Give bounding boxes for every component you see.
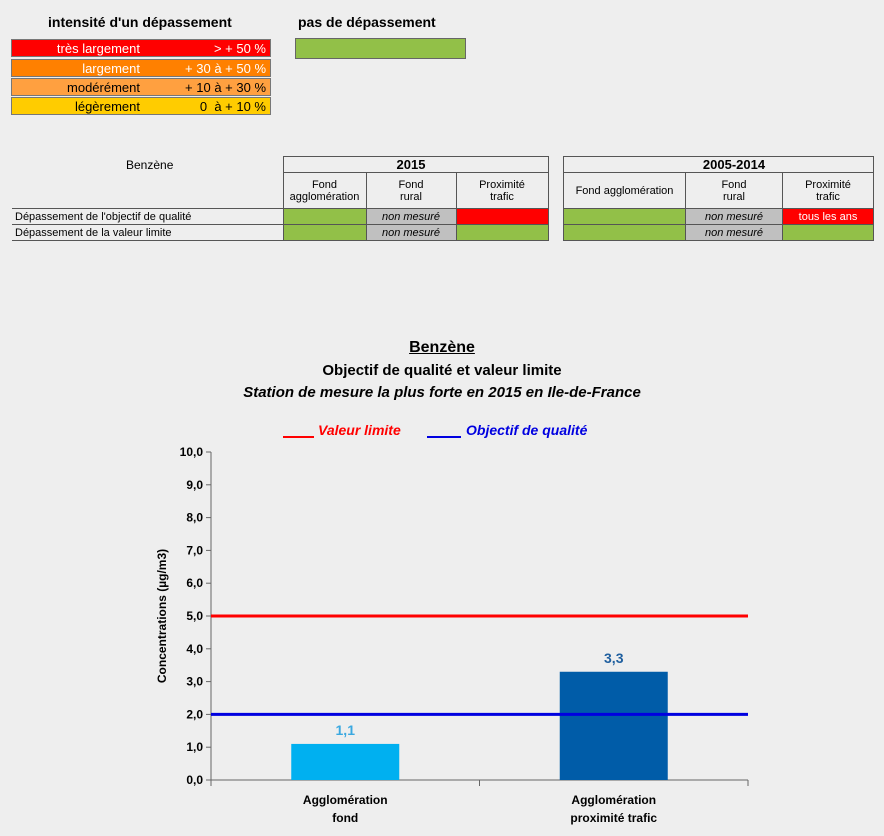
table-pollutant-label: Benzène — [126, 158, 174, 172]
col-prox-trafic: Proximité trafic — [455, 172, 549, 209]
legend-level-range: 0 à + 10 % — [199, 99, 266, 114]
year-2005-2014-header: 2005-2014 — [685, 156, 783, 173]
col-prox-trafic: Proximité trafic — [782, 172, 874, 209]
y-tick-label: 0,0 — [186, 773, 203, 787]
legend-quality-objective-label: Objectif de qualité — [466, 422, 588, 438]
bar-value-label: 1,1 — [336, 722, 356, 738]
cell-green — [563, 208, 686, 225]
table-2005-2014: 2005-2014 Fond agglomération Fond rural P… — [563, 156, 874, 241]
legend-level-label: modérément — [67, 80, 140, 95]
col-fond-agglo: Fond agglomération — [282, 172, 367, 209]
chart-subtitle-2: Station de mesure la plus forte en 2015 … — [243, 384, 641, 401]
bar — [559, 671, 668, 780]
table-2015: 2015 Fond agglomération Fond rural Proximi… — [12, 156, 549, 241]
cell-green — [455, 224, 549, 241]
cell-green — [282, 224, 367, 241]
x-category-label: proximité trafic — [570, 811, 657, 825]
legend-level-very-high: très largement > + 50 % — [11, 39, 271, 57]
y-tick-label: 7,0 — [186, 543, 203, 557]
y-tick-label: 2,0 — [186, 707, 203, 721]
legend-level-range: + 10 à + 30 % — [185, 80, 266, 95]
legend-level-high: largement + 30 à + 50 % — [11, 59, 271, 77]
legend-no-exceed-swatch — [295, 38, 466, 59]
chart-title: Benzène — [409, 339, 475, 356]
y-tick-label: 4,0 — [186, 642, 203, 656]
bar-value-label: 3,3 — [604, 650, 624, 666]
x-category-label: Agglomération — [571, 793, 656, 807]
y-tick-label: 6,0 — [186, 576, 203, 590]
cell-not-measured: non mesuré — [685, 224, 783, 241]
benzene-chart: Valeur limite Objectif de qualité Concen… — [155, 422, 749, 825]
bar — [291, 743, 400, 780]
cell-green — [782, 224, 874, 241]
row-limit-value-label: Dépassement de la valeur limite — [12, 224, 284, 241]
cell-green — [563, 224, 686, 241]
legend-level-slight: légèrement 0 à + 10 % — [11, 97, 271, 115]
row-quality-objective-label: Dépassement de l'objectif de qualité — [12, 208, 284, 225]
intensity-legend-title: intensité d'un dépassement — [48, 14, 232, 30]
y-tick-label: 8,0 — [186, 511, 203, 525]
col-fond-rural: Fond rural — [365, 172, 457, 209]
col-fond-rural: Fond rural — [685, 172, 783, 209]
year-2015-header: 2015 — [366, 156, 456, 173]
col-fond-agglo: Fond agglomération — [563, 172, 686, 209]
legend-level-moderate: modérément + 10 à + 30 % — [11, 78, 271, 96]
cell-not-measured: non mesuré — [365, 224, 457, 241]
y-axis-label: Concentrations (µg/m3) — [155, 549, 169, 683]
cell-green — [282, 208, 367, 225]
cell-not-measured: non mesuré — [685, 208, 783, 225]
cell-red — [455, 208, 549, 225]
y-tick-label: 10,0 — [180, 445, 204, 459]
legend-limit-value-label: Valeur limite — [318, 422, 401, 438]
legend-level-label: très largement — [56, 41, 140, 56]
x-category-label: fond — [332, 811, 358, 825]
no-exceed-legend-title: pas de dépassement — [298, 14, 436, 30]
x-category-label: Agglomération — [303, 793, 388, 807]
y-tick-label: 5,0 — [186, 609, 203, 623]
y-tick-label: 3,0 — [186, 675, 203, 689]
legend-level-label: légèrement — [74, 99, 140, 114]
cell-every-year: tous les ans — [782, 208, 874, 225]
cell-not-measured: non mesuré — [365, 208, 457, 225]
legend-level-range: > + 50 % — [213, 41, 266, 56]
chart-subtitle: Objectif de qualité et valeur limite — [322, 362, 562, 379]
legend-level-range: + 30 à + 50 % — [185, 61, 266, 76]
legend-level-label: largement — [82, 61, 140, 76]
y-tick-label: 9,0 — [186, 478, 203, 492]
y-tick-label: 1,0 — [186, 740, 203, 754]
